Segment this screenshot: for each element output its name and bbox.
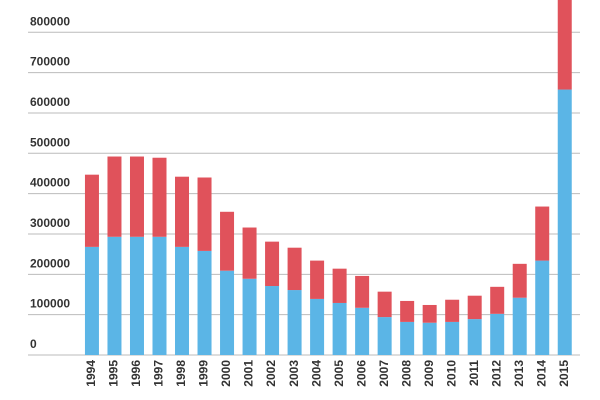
x-tick-label: 1999 bbox=[197, 360, 211, 387]
bar-segment bbox=[535, 206, 550, 261]
x-tick-label: 2013 bbox=[512, 360, 526, 387]
bar-segment bbox=[332, 268, 347, 303]
bar-segment bbox=[422, 322, 437, 355]
bar-segment bbox=[84, 174, 99, 247]
bar-segment bbox=[265, 286, 280, 355]
y-tick-label: 600000 bbox=[30, 95, 70, 109]
x-tick-label: 2009 bbox=[422, 360, 436, 387]
x-tick-label: 1996 bbox=[129, 360, 143, 387]
bar-segment bbox=[197, 177, 212, 251]
labels: 0 100000 200000 300000 400000 500000 600000 700… bbox=[30, 14, 571, 386]
bar-segment bbox=[557, 89, 572, 355]
x-tick-label: 1997 bbox=[152, 360, 166, 387]
x-tick-label: 2010 bbox=[444, 360, 458, 387]
y-tick-label: 100000 bbox=[30, 297, 70, 311]
x-tick-label: 2006 bbox=[354, 360, 368, 387]
bar-segment bbox=[220, 270, 235, 355]
x-tick-label: 2003 bbox=[287, 360, 301, 387]
bar-segment bbox=[220, 211, 235, 271]
bar-segment bbox=[310, 298, 325, 355]
bar-segment bbox=[152, 236, 167, 355]
bar-segment bbox=[107, 156, 122, 237]
y-tick-label: 300000 bbox=[30, 216, 70, 230]
bar-segment bbox=[287, 247, 302, 291]
x-tick-label: 2012 bbox=[489, 360, 503, 387]
bar-segment bbox=[175, 176, 190, 247]
bar-segment bbox=[535, 260, 550, 355]
bar-segment bbox=[355, 307, 370, 355]
bar-segment bbox=[400, 300, 415, 322]
x-tick-label: 2004 bbox=[309, 360, 323, 387]
bar-segment bbox=[377, 317, 392, 355]
x-tick-label: 2011 bbox=[467, 360, 481, 386]
x-tick-label: 2015 bbox=[557, 360, 571, 387]
bar-segment bbox=[197, 250, 212, 355]
bar-segment bbox=[242, 278, 257, 355]
bar-segment bbox=[445, 299, 460, 322]
x-tick-label: 2008 bbox=[399, 360, 413, 387]
bar-segment bbox=[467, 319, 482, 355]
bar-segment bbox=[287, 290, 302, 355]
bars bbox=[84, 0, 572, 355]
bar-segment bbox=[265, 241, 280, 287]
y-tick-label: 0 bbox=[30, 337, 37, 351]
x-tick-label: 1994 bbox=[84, 360, 98, 387]
x-tick-label: 2005 bbox=[332, 360, 346, 387]
bar-segment bbox=[557, 0, 572, 90]
bar-segment bbox=[129, 236, 144, 355]
bar-segment bbox=[512, 263, 527, 298]
bar-segment bbox=[467, 295, 482, 320]
bar-segment bbox=[445, 321, 460, 355]
bar-segment bbox=[512, 297, 527, 355]
bar-segment bbox=[242, 227, 257, 279]
x-tick-label: 2000 bbox=[219, 360, 233, 387]
x-tick-label: 2002 bbox=[264, 360, 278, 387]
x-tick-label: 2014 bbox=[534, 360, 548, 387]
x-tick-label: 1995 bbox=[107, 360, 121, 387]
x-tick-label: 1998 bbox=[174, 360, 188, 387]
bar-segment bbox=[332, 302, 347, 355]
bar-segment bbox=[152, 157, 167, 237]
bar-segment bbox=[377, 291, 392, 318]
y-tick-label: 400000 bbox=[30, 176, 70, 190]
x-tick-label: 2001 bbox=[242, 360, 256, 387]
x-tick-label: 2007 bbox=[377, 360, 391, 387]
bar-segment bbox=[175, 246, 190, 355]
bar-segment bbox=[310, 260, 325, 299]
bar-segment bbox=[490, 286, 505, 314]
bar-segment bbox=[107, 236, 122, 355]
bar-segment bbox=[129, 156, 144, 237]
bar-segment bbox=[422, 304, 437, 323]
y-tick-label: 200000 bbox=[30, 256, 70, 270]
y-tick-label: 800000 bbox=[30, 14, 70, 28]
bar-segment bbox=[400, 321, 415, 355]
bar-segment bbox=[355, 275, 370, 308]
y-tick-label: 500000 bbox=[30, 135, 70, 149]
y-tick-label: 700000 bbox=[30, 55, 70, 69]
bar-segment bbox=[84, 246, 99, 355]
bar-segment bbox=[490, 313, 505, 355]
